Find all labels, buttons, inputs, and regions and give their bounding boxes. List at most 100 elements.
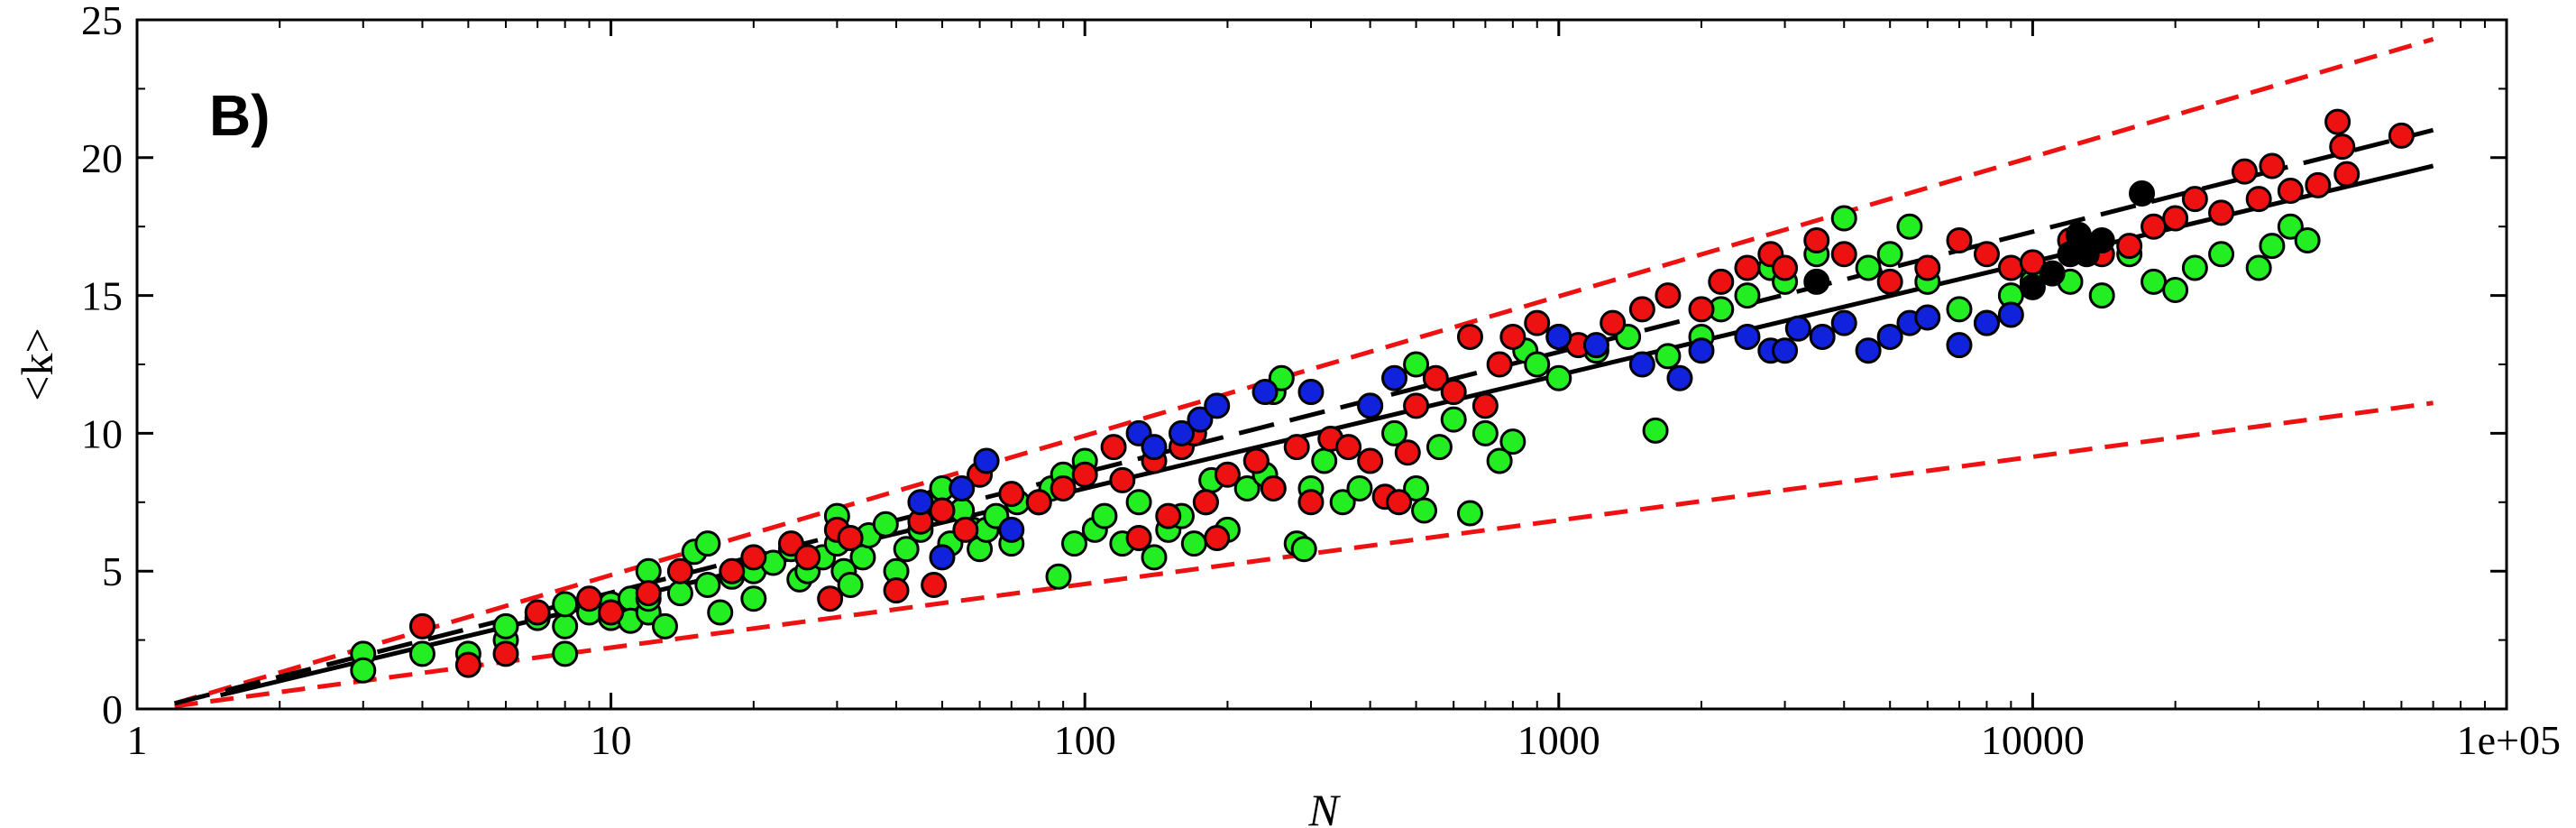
data-point-red — [1803, 226, 1830, 253]
y-axis-label: <k> — [12, 327, 62, 400]
data-point-blue — [929, 544, 956, 571]
data-point-blue — [907, 489, 934, 516]
data-point-blue — [1946, 332, 1973, 359]
x-tick-label: 10000 — [1981, 717, 2085, 763]
data-point-green — [1411, 497, 1438, 524]
data-point-red — [740, 544, 767, 571]
data-point-red — [1422, 364, 1449, 391]
panel-label: B) — [209, 83, 270, 148]
data-point-green — [1180, 530, 1207, 557]
data-point-red — [998, 481, 1025, 508]
data-point-red — [777, 530, 804, 557]
data-point-blue — [1784, 315, 1811, 342]
data-point-red — [2329, 133, 2356, 161]
data-point-green — [1125, 489, 1152, 516]
data-point-blue — [1582, 332, 1609, 359]
data-point-green — [893, 536, 920, 563]
data-point-green — [2294, 226, 2321, 253]
data-point-green — [1830, 205, 1857, 232]
data-point-green — [1045, 563, 1072, 590]
data-point-green — [1471, 419, 1499, 446]
data-point-red — [1214, 461, 1241, 488]
data-point-red — [1386, 489, 1413, 516]
data-point-green — [2162, 276, 2189, 303]
data-point-green — [635, 557, 662, 584]
bound-line-dashed-red — [173, 36, 2434, 706]
data-point-green — [552, 591, 579, 618]
data-point-blue — [949, 475, 976, 502]
data-point-red — [1772, 254, 1799, 281]
data-point-red — [2277, 177, 2304, 204]
data-point-green — [694, 530, 721, 557]
data-point-red — [2141, 213, 2168, 240]
data-point-green — [408, 640, 435, 667]
data-point-red — [1394, 439, 1421, 466]
data-point-green — [1141, 544, 1168, 571]
data-point-green — [2245, 254, 2272, 281]
data-point-green — [651, 612, 678, 639]
data-point-red — [952, 516, 979, 543]
x-tick-label: 1 — [127, 717, 148, 763]
data-point-red — [1600, 309, 1627, 336]
data-point-red — [1471, 392, 1499, 419]
data-point-green — [1381, 419, 1408, 446]
data-point-red — [2231, 158, 2258, 185]
data-point-black — [2129, 180, 2156, 207]
data-point-blue — [1545, 323, 1572, 350]
data-point-blue — [1688, 337, 1715, 364]
data-point-blue — [1809, 323, 1836, 350]
data-point-red — [2388, 122, 2415, 149]
y-tick-label: 10 — [81, 410, 123, 456]
x-axis-label: N — [1307, 785, 1341, 828]
data-point-blue — [1357, 392, 1384, 419]
data-point-green — [707, 599, 734, 626]
data-point-green — [1426, 434, 1453, 461]
y-axis-label-text: <k> — [12, 327, 62, 400]
data-point-red — [524, 599, 551, 626]
data-point-blue — [1628, 351, 1655, 378]
data-point-green — [1642, 417, 1669, 444]
data-point-red — [1125, 525, 1152, 552]
fit-line-dashed-black — [174, 127, 2434, 706]
data-point-blue — [1666, 364, 1693, 391]
data-point-red — [1914, 254, 1941, 281]
data-point-red — [1204, 525, 1231, 552]
data-point-red — [2116, 233, 2143, 260]
data-point-green — [492, 612, 519, 639]
data-point-red — [1335, 434, 1362, 461]
data-point-blue — [998, 516, 1025, 543]
data-point-green — [2141, 268, 2168, 295]
data-point-green — [552, 640, 579, 667]
data-points — [350, 108, 2415, 684]
data-point-green — [1290, 536, 1317, 563]
data-point-red — [2208, 199, 2235, 226]
data-point-red — [576, 585, 603, 612]
data-point-red — [1456, 323, 1483, 350]
data-point-blue — [1876, 323, 1903, 350]
data-point-red — [666, 557, 693, 584]
data-point-green — [1655, 343, 1682, 370]
data-point-red — [1192, 489, 1219, 516]
data-point-blue — [1973, 309, 2000, 336]
data-point-green — [1734, 282, 1761, 309]
data-point-red — [2333, 161, 2361, 188]
data-point-red — [1025, 489, 1052, 516]
data-point-green — [872, 511, 899, 538]
data-point-green — [1346, 475, 1373, 502]
data-point-green — [1311, 447, 1338, 474]
data-point-green — [552, 612, 579, 639]
data-point-green — [1060, 530, 1087, 557]
data-point-red — [2019, 249, 2046, 276]
reference-lines — [173, 36, 2434, 709]
data-point-red — [1655, 282, 1682, 309]
data-point-red — [1830, 241, 1857, 268]
data-point-red — [1946, 226, 1973, 253]
data-point-red — [1403, 392, 1430, 419]
data-point-red — [2324, 108, 2351, 135]
data-point-red — [1071, 461, 1098, 488]
data-point-green — [1876, 241, 1903, 268]
data-point-red — [1499, 323, 1526, 350]
data-point-green — [1499, 428, 1526, 455]
data-point-black — [1803, 268, 1830, 295]
